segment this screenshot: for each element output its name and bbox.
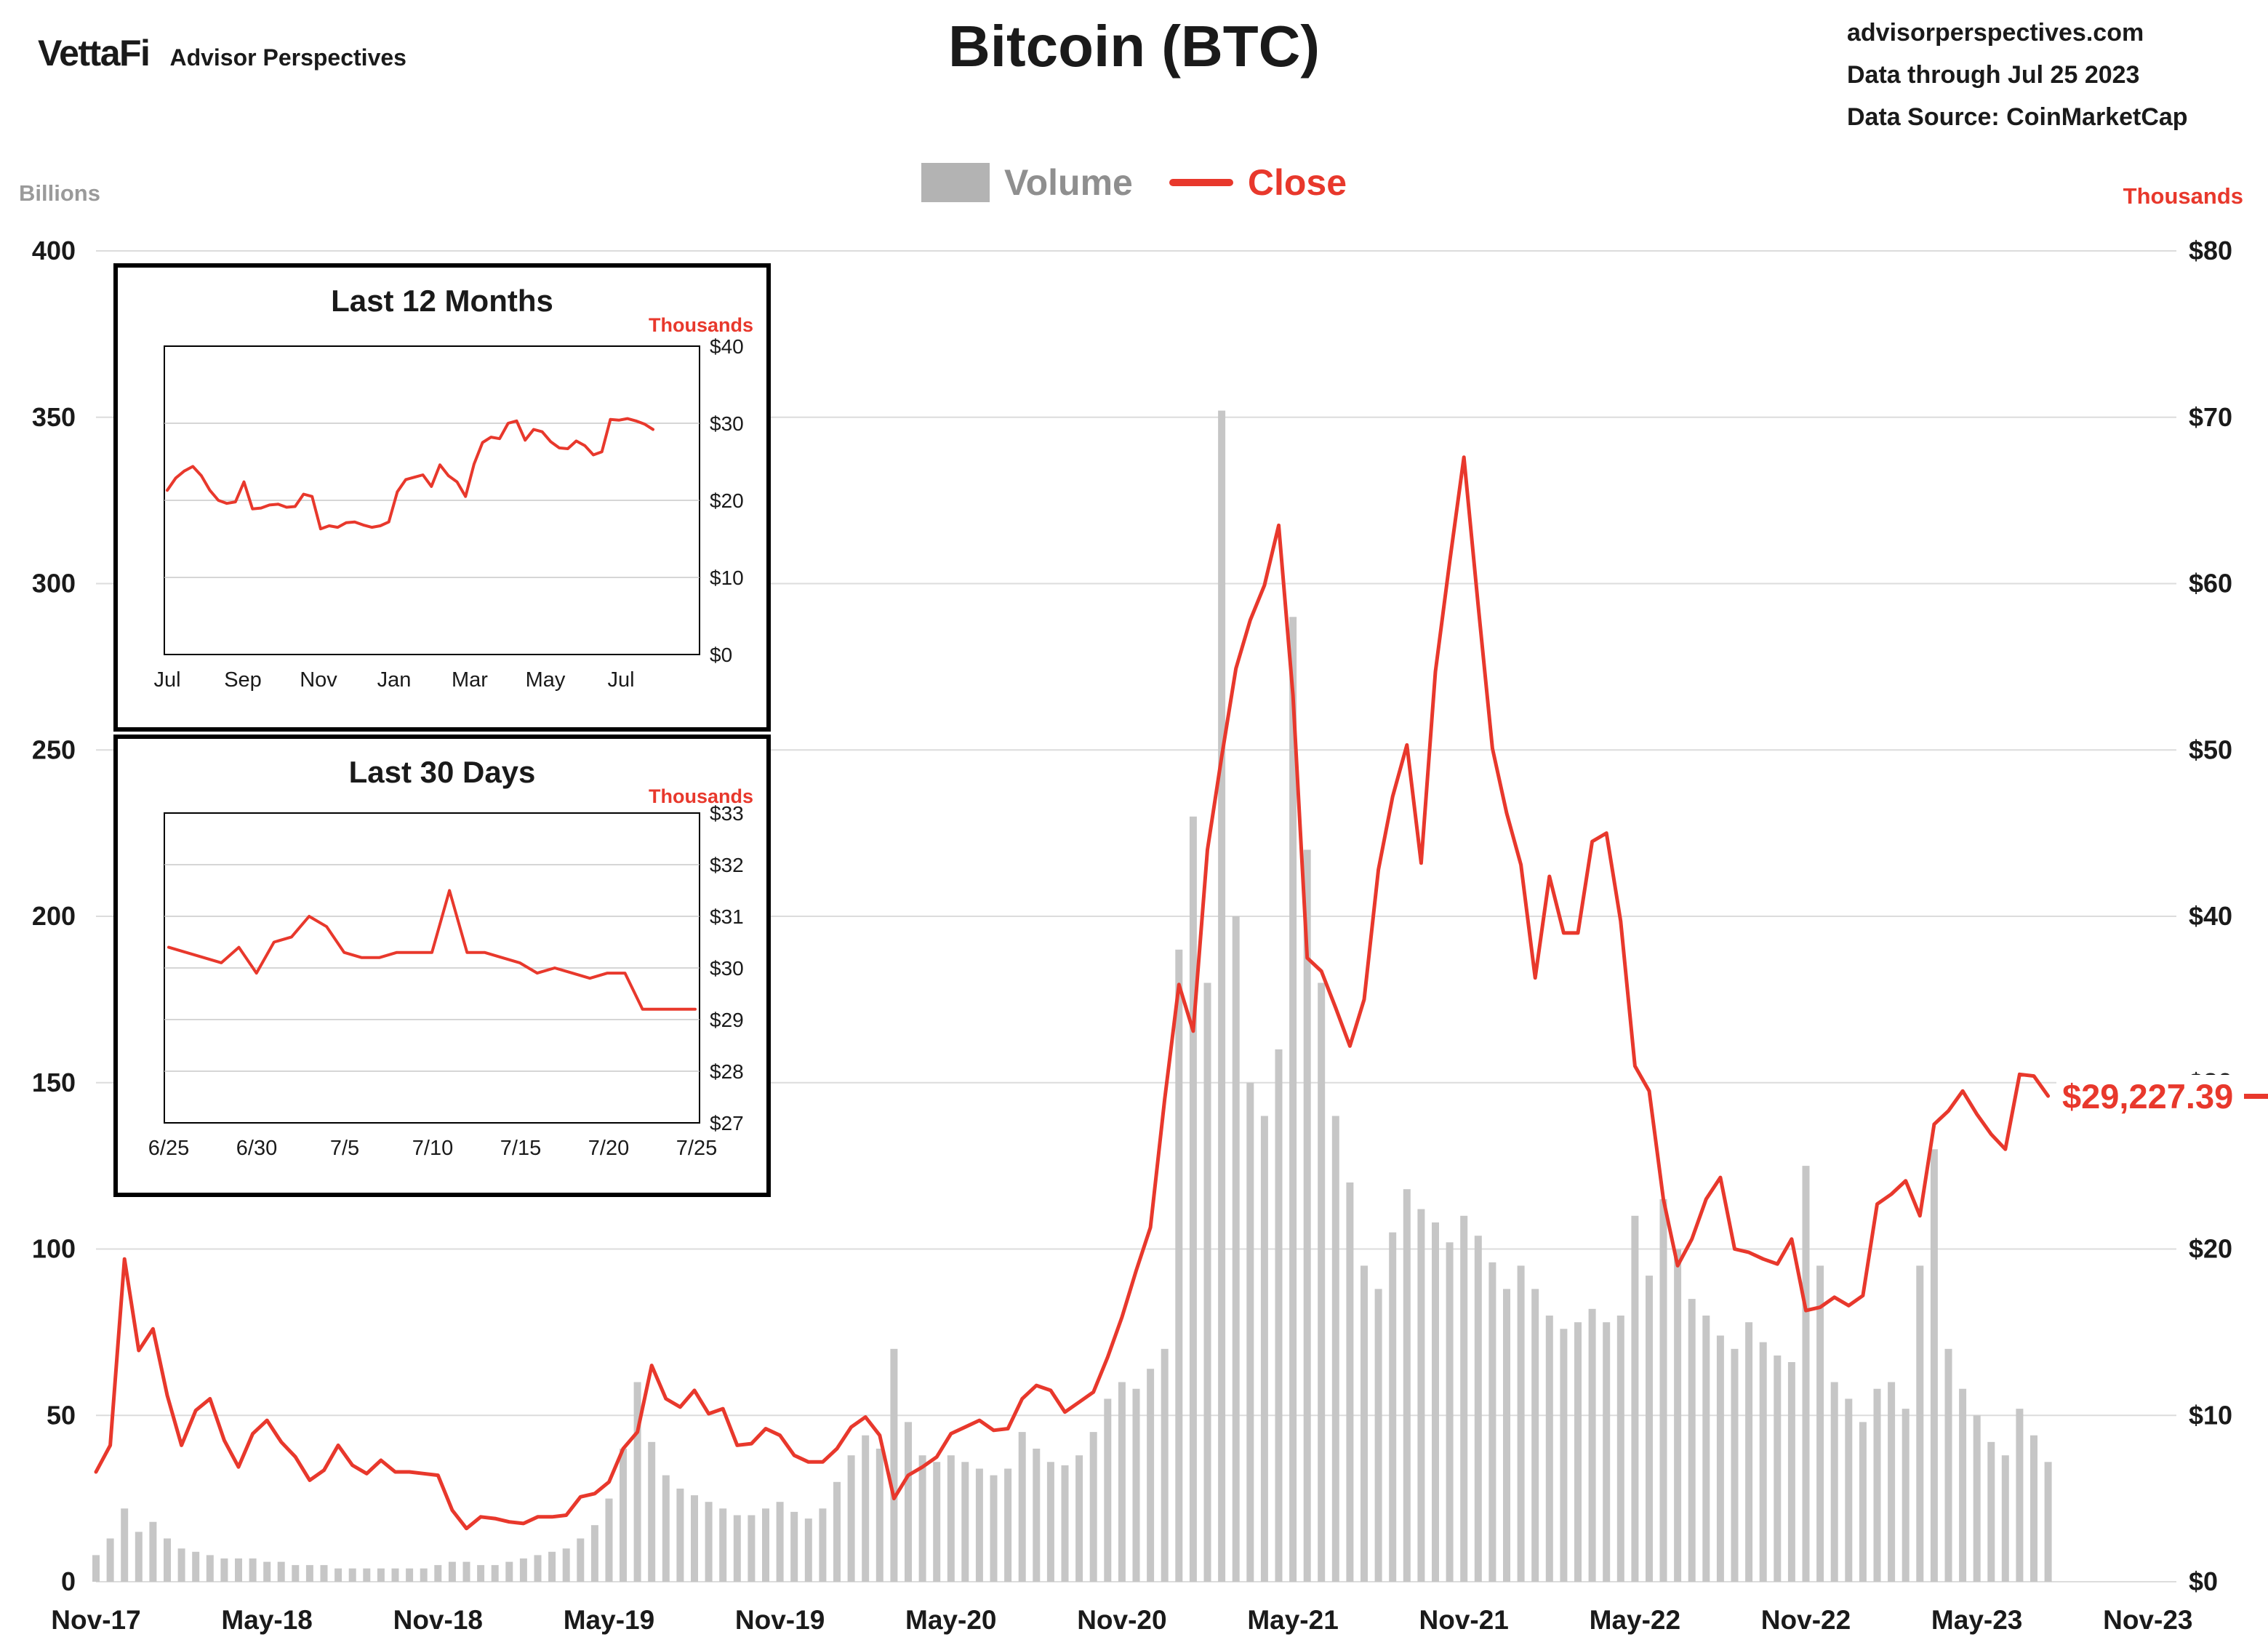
- inset-x-tick: May: [526, 668, 566, 692]
- close-price-line: [94, 455, 2051, 1531]
- right-axis-tick: $40: [2189, 901, 2232, 931]
- inset-x-tick: 7/15: [500, 1137, 541, 1160]
- x-axis-tick: May-23: [1931, 1605, 2022, 1635]
- inset-x-tick: Mar: [452, 668, 488, 692]
- left-axis-tick: 200: [32, 901, 76, 931]
- volume-bars: [92, 410, 2052, 1582]
- inset-y-tick: $30: [710, 412, 744, 435]
- right-axis-tick: $80: [2189, 236, 2232, 265]
- inset-x-tick: 6/25: [148, 1137, 189, 1160]
- right-axis-tick: $70: [2189, 402, 2232, 432]
- legend-volume-label: Volume: [1003, 162, 1133, 203]
- right-axis-tick: $50: [2189, 735, 2232, 764]
- inset-y-tick: $33: [710, 802, 744, 825]
- x-axis-tick: May-19: [564, 1605, 654, 1635]
- x-axis-tick: Nov-17: [51, 1605, 140, 1635]
- left-axis-tick: 50: [47, 1400, 76, 1430]
- right-axis-tick: $10: [2189, 1400, 2232, 1430]
- right-axis-unit-label: Thousands: [2123, 183, 2243, 209]
- left-axis-tick: 250: [32, 735, 76, 764]
- last-price-callout: $29,227.39: [2056, 1075, 2240, 1118]
- source-block: advisorperspectives.com Data through Jul…: [1847, 12, 2188, 138]
- chart-legend: Volume Close: [0, 161, 2268, 204]
- inset-y-tick: $20: [710, 489, 744, 512]
- left-axis-tick: 100: [32, 1234, 76, 1264]
- brand: VettaFi Advisor Perspectives: [38, 32, 406, 74]
- inset-y-tick: $0: [710, 644, 732, 666]
- inset-y-tick: $27: [710, 1112, 744, 1134]
- inset-12mo-axis-unit: Thousands: [648, 314, 753, 336]
- inset-y-tick: $30: [710, 957, 744, 980]
- close-line-swatch: [1169, 179, 1233, 186]
- left-axis-tick: 400: [32, 236, 76, 265]
- inset-close-line: [167, 889, 697, 1011]
- inset-x-tick: Jan: [377, 668, 412, 692]
- inset-x-tick: Sep: [224, 668, 262, 692]
- inset-30d-title: Last 30 Days: [348, 755, 536, 789]
- brand-subtitle: Advisor Perspectives: [169, 44, 406, 71]
- x-axis-tick: Nov-22: [1761, 1605, 1851, 1635]
- inset-x-tick: Jul: [153, 668, 180, 692]
- inset-close-line: [166, 417, 654, 531]
- last-30-days-chart: $27 $28 $29 $30 $31 $32 $33 6/25 6/30 7/5 7/10 7/15…: [148, 802, 744, 1160]
- right-axis-tick: $60: [2189, 569, 2232, 599]
- x-axis-tick: Nov-20: [1077, 1605, 1166, 1635]
- inset-x-tick: 7/20: [588, 1137, 629, 1160]
- x-axis-tick: Nov-19: [735, 1605, 825, 1635]
- source-provider: Data Source: CoinMarketCap: [1847, 103, 2188, 131]
- x-axis-tick: May-21: [1247, 1605, 1338, 1635]
- page-title: Bitcoin (BTC): [947, 14, 1320, 79]
- left-axis-tick: 0: [61, 1566, 76, 1596]
- price-marker-line: [2244, 1094, 2268, 1099]
- left-axis-tick: 150: [32, 1068, 76, 1097]
- right-axis-tick: $0: [2189, 1566, 2218, 1596]
- volume-swatch: [921, 163, 990, 202]
- x-axis-tick: Nov-18: [393, 1605, 483, 1635]
- source-site: advisorperspectives.com: [1847, 19, 2144, 47]
- right-axis-tick: $20: [2189, 1234, 2232, 1264]
- inset-y-tick: $32: [710, 854, 744, 876]
- inset-y-tick: $10: [710, 567, 744, 589]
- x-axis-tick: May-22: [1590, 1605, 1680, 1635]
- inset-y-tick: $31: [710, 905, 744, 928]
- inset-y-tick: $29: [710, 1009, 744, 1031]
- left-axis-tick: 300: [32, 569, 76, 599]
- legend-close-label: Close: [1247, 162, 1347, 203]
- inset-x-tick: 7/5: [330, 1137, 359, 1160]
- inset-x-tick: 7/25: [676, 1137, 717, 1160]
- x-axis-tick: Nov-21: [1419, 1605, 1509, 1635]
- left-axis-tick: 350: [32, 402, 76, 432]
- inset-y-tick: $40: [710, 335, 744, 358]
- inset-y-tick: $28: [710, 1060, 744, 1083]
- left-axis-unit-label: Billions: [19, 180, 100, 206]
- last-12-months-chart: $0 $10 $20 $30 $40 Jul Sep Nov Jan Mar May Jul: [153, 335, 744, 692]
- inset-30d-axis-unit: Thousands: [648, 785, 753, 807]
- inset-x-tick: 7/10: [412, 1137, 453, 1160]
- x-axis-tick: May-18: [221, 1605, 312, 1635]
- source-date: Data through Jul 25 2023: [1847, 61, 2140, 89]
- inset-gridlines: [164, 864, 700, 1072]
- x-axis-tick: May-20: [905, 1605, 996, 1635]
- inset-x-tick: 6/30: [236, 1137, 277, 1160]
- inset-12mo-title: Last 12 Months: [331, 284, 553, 318]
- vettafi-logo: VettaFi: [38, 33, 151, 73]
- x-axis-tick: Nov-23: [2103, 1605, 2192, 1635]
- inset-last-12-months: Last 12 Months Thousands $0 $10 $20 $30 $40 J…: [113, 263, 771, 732]
- inset-x-tick: Jul: [607, 668, 634, 692]
- inset-last-30-days: Last 30 Days Thousands $27 $28 $29 $30 $31 $3…: [113, 735, 771, 1197]
- inset-x-tick: Nov: [300, 668, 337, 692]
